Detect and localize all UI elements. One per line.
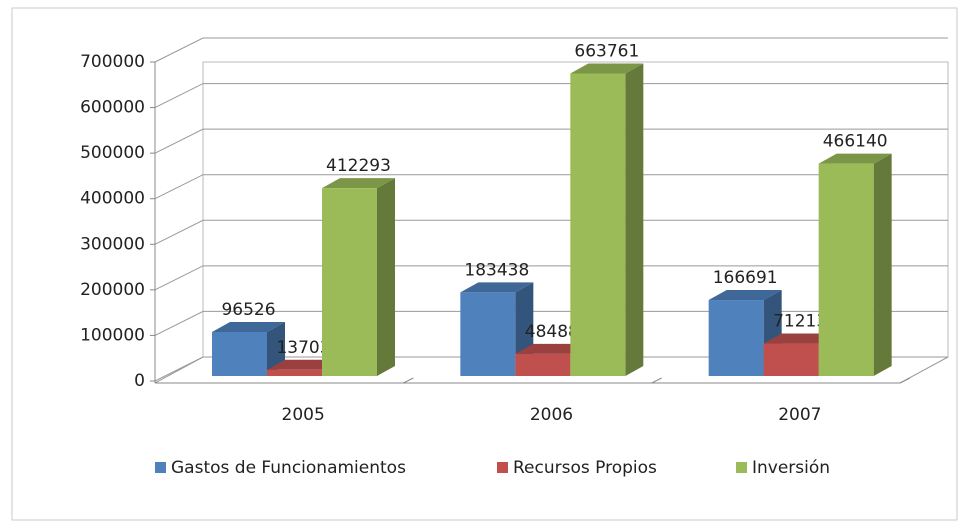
bar-top (267, 359, 340, 370)
grid-line (154, 174, 948, 200)
data-label: 71213 (773, 312, 827, 332)
grid-line (154, 128, 948, 154)
data-label: 466140 (823, 132, 888, 152)
legend-swatch (497, 462, 508, 473)
grid-line (154, 310, 948, 336)
bar (708, 300, 764, 376)
x-tick (403, 377, 414, 384)
bar-top (515, 343, 589, 354)
y-tick-label: 200000 (80, 280, 145, 300)
bar (322, 188, 377, 376)
data-label: 96526 (221, 300, 275, 320)
data-label: 663761 (574, 42, 639, 62)
grid-line (154, 265, 948, 291)
bar-top (818, 153, 892, 164)
grid-line (154, 37, 948, 63)
data-label: 166691 (713, 268, 778, 288)
data-label: 13703 (276, 338, 330, 358)
x-tick-label: 2007 (778, 405, 821, 425)
bar-top (570, 63, 644, 74)
y-tick-label: 700000 (80, 52, 145, 72)
legend-swatch (155, 462, 166, 473)
bar-top (322, 178, 395, 189)
bar-top (763, 333, 837, 344)
x-tick-label: 2005 (282, 405, 325, 425)
grid-line (154, 356, 948, 382)
x-tick-label: 2006 (530, 405, 573, 425)
bar-side (377, 178, 395, 376)
bar-top (708, 290, 782, 301)
x-tick (651, 377, 662, 384)
data-label: 183438 (464, 260, 529, 280)
bar (818, 163, 874, 376)
y-tick-label: 0 (134, 371, 145, 391)
y-tick-label: 300000 (80, 234, 145, 254)
grid-line (154, 219, 948, 245)
bar-side (873, 153, 892, 376)
data-label: 412293 (326, 156, 391, 176)
y-tick-label: 500000 (80, 143, 145, 163)
bar (570, 73, 626, 376)
y-tick-label: 600000 (80, 98, 145, 118)
legend-label: Recursos Propios (513, 458, 657, 478)
x-tick (899, 377, 911, 384)
y-tick-label: 100000 (80, 325, 145, 345)
chart-frame (11, 7, 958, 521)
data-label: 48488 (525, 322, 579, 342)
legend-label: Inversión (752, 458, 830, 478)
bar (267, 369, 322, 376)
bar (460, 292, 516, 376)
y-tick-label: 400000 (80, 189, 145, 209)
legend-swatch (736, 462, 747, 473)
bar-top (212, 322, 285, 333)
bar-top (460, 282, 534, 293)
grid-line (154, 83, 948, 109)
legend-label: Gastos de Funcionamientos (171, 458, 406, 478)
bar (515, 353, 571, 376)
bar-side (625, 63, 644, 377)
bar (763, 343, 819, 376)
bar (212, 332, 267, 376)
